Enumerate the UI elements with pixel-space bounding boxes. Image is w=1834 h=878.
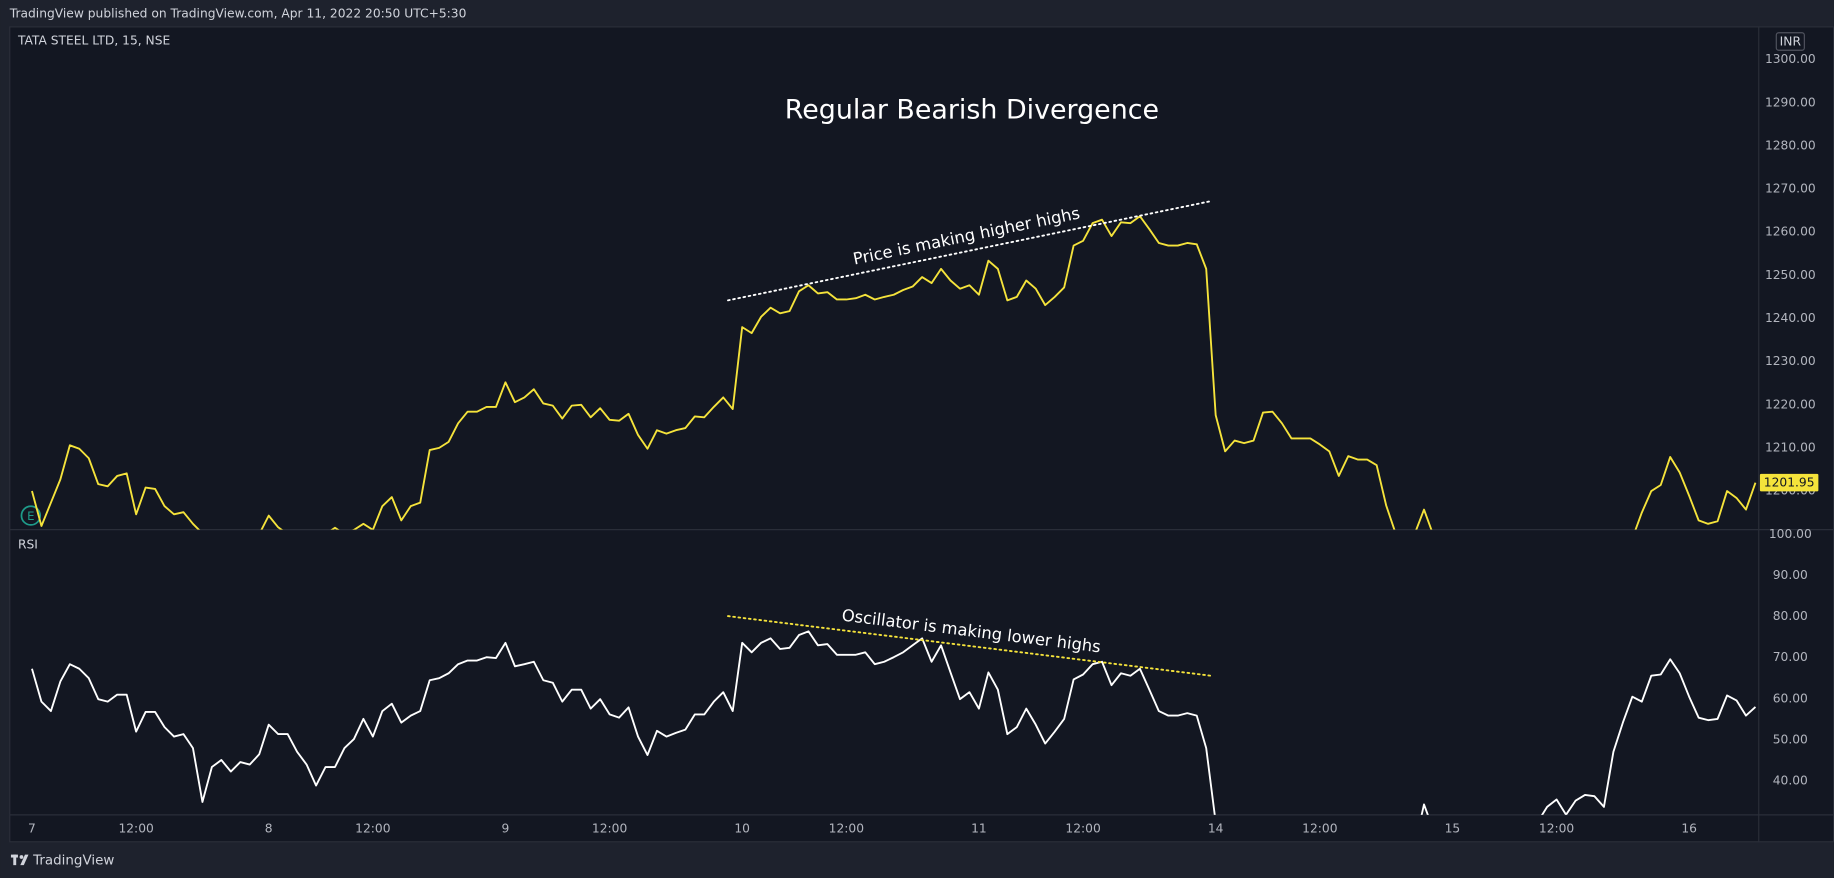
trend-line [727,615,1212,677]
x-tick-label: 12:00 [118,821,153,835]
y-tick-label: 40.00 [1773,773,1808,787]
y-tick-label: 80.00 [1773,609,1808,623]
trend-line [727,200,1212,302]
indicator-label: RSI [18,537,38,551]
symbol-label: TATA STEEL LTD, 15, NSE [17,33,170,47]
x-tick-label: 15 [1445,821,1461,835]
x-tick-label: 11 [971,821,987,835]
y-tick-label: 1270.00 [1765,182,1816,196]
y-tick-label: 100.00 [1769,527,1812,541]
x-tick-label: 7 [28,821,36,835]
y-tick-label: 70.00 [1773,650,1808,664]
y-tick-label: 1280.00 [1765,138,1816,152]
event-badge[interactable] [20,505,42,526]
currency: INR [1780,35,1802,49]
series-line [31,630,1757,815]
plot-area [31,215,1757,530]
chart-frame [9,26,1834,843]
y-tick-label: 1290.00 [1765,95,1816,109]
x-tick-label: 12:00 [829,821,864,835]
last-price-box [1759,473,1819,492]
y-tick-label: 1300.00 [1765,52,1816,66]
x-tick-label: 12:00 [1065,821,1100,835]
last-price-label: 1201.95 [1764,476,1815,490]
y-tick-label: 1220.00 [1765,397,1816,411]
y-tick-label: 1250.00 [1765,268,1816,282]
footer-logo [10,854,29,866]
x-tick-label: 16 [1681,821,1697,835]
y-tick-label: 1260.00 [1765,225,1816,239]
currency-box [1775,32,1805,51]
header-text: TradingView published on TradingView.com… [9,7,467,21]
x-tick-label: 14 [1208,821,1224,835]
x-tick-label: 8 [265,821,273,835]
y-tick-label: 1210.00 [1765,440,1816,454]
x-tick-label: 12:00 [1539,821,1574,835]
chart-title: Regular Bearish Divergence [785,95,1159,126]
footer-brand: TradingView [32,853,114,868]
plot-area [31,630,1757,815]
x-tick-label: 12:00 [355,821,390,835]
y-tick-label: 90.00 [1773,568,1808,582]
x-tick-label: 9 [502,821,510,835]
series-line [31,215,1757,530]
y-tick-label: 50.00 [1773,732,1808,746]
y-tick-label: 60.00 [1773,691,1808,705]
x-tick-label: 12:00 [592,821,627,835]
y-tick-label: 1240.00 [1765,311,1816,325]
x-tick-label: 10 [734,821,750,835]
y-tick-label: 1230.00 [1765,354,1816,368]
x-tick-label: 12:00 [1302,821,1337,835]
event-badge-text[interactable]: E [27,509,34,523]
